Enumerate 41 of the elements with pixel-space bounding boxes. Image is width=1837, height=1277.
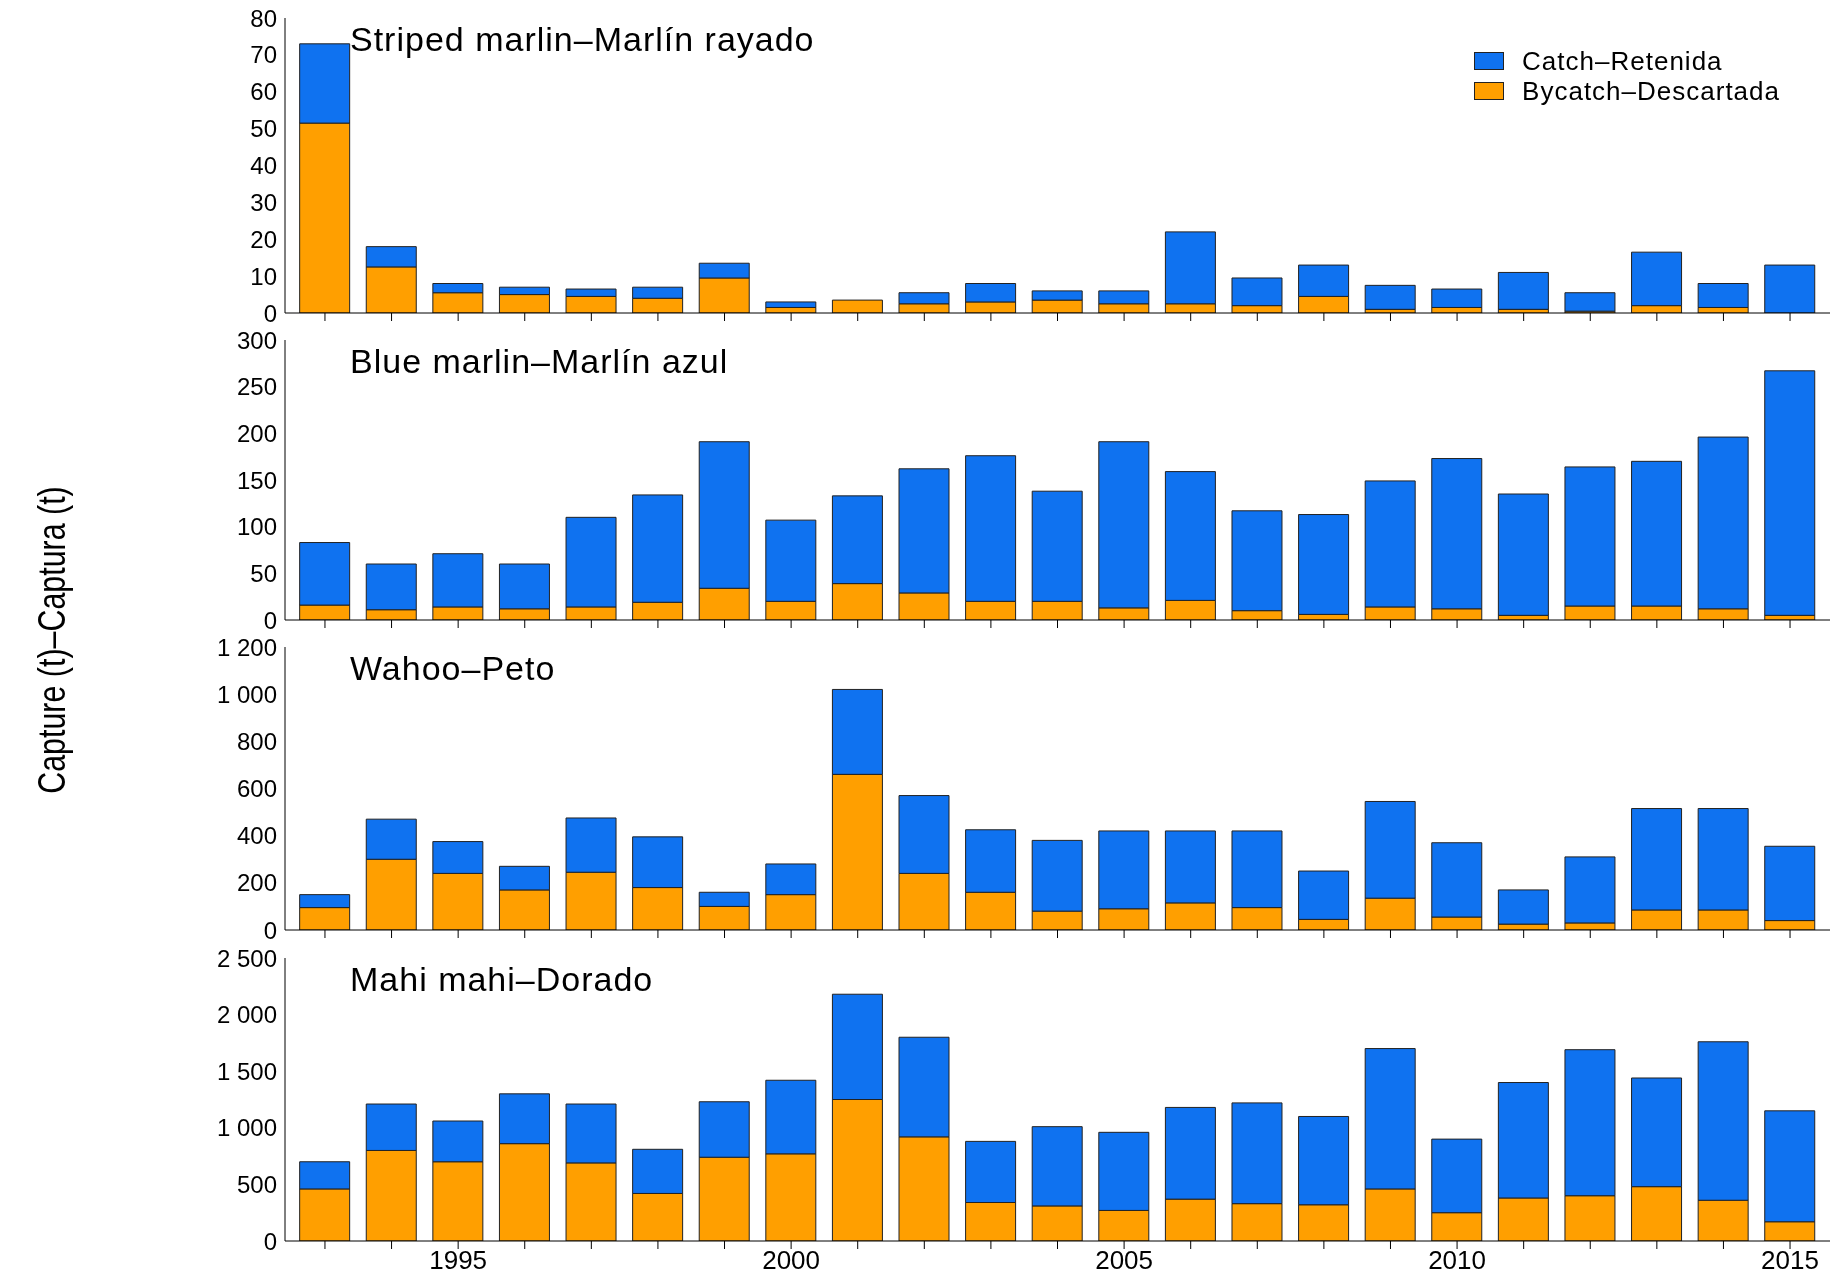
y-tick-label: 2 500: [216, 944, 277, 972]
legend-label: Bycatch–Descartada: [1522, 75, 1780, 107]
x-tick-label: 2010: [1428, 1245, 1486, 1276]
y-tick-label: 30: [250, 188, 277, 216]
y-tick-label: 600: [236, 775, 277, 803]
y-tick-label: 300: [236, 326, 277, 354]
y-tick-label: 2 000: [216, 1001, 277, 1029]
y-tick-label: 20: [250, 225, 277, 253]
x-tick-label: 1995: [429, 1245, 488, 1276]
y-tick-label: 250: [236, 373, 277, 401]
y-tick-label: 150: [236, 466, 277, 494]
y-tick-label: 400: [236, 822, 277, 850]
y-tick-label: 0: [263, 916, 277, 944]
y-tick-label: 1 000: [216, 1114, 277, 1142]
y-tick-label: 80: [250, 4, 277, 32]
y-tick-label: 40: [250, 152, 277, 180]
y-tick-label: 1 000: [216, 680, 277, 708]
y-tick-label: 200: [236, 869, 277, 897]
y-tick-label: 100: [236, 513, 277, 541]
y-tick-label: 800: [236, 727, 277, 755]
legend-label: Catch–Retenida: [1522, 45, 1723, 77]
y-tick-label: 1 500: [216, 1057, 277, 1085]
chart-title: Wahoo–Peto: [350, 649, 556, 688]
y-tick-label: 0: [263, 606, 277, 634]
y-tick-label: 50: [250, 559, 277, 587]
y-tick-label: 10: [250, 262, 277, 290]
y-tick-label: 200: [236, 419, 277, 447]
chart-title: Blue marlin–Marlín azul: [350, 342, 729, 381]
y-tick-label: 0: [263, 1227, 277, 1255]
chart-title: Striped marlin–Marlín rayado: [350, 20, 815, 59]
y-tick-label: 500: [236, 1170, 277, 1198]
x-tick-label: 2000: [762, 1245, 821, 1276]
y-tick-label: 50: [250, 115, 277, 143]
x-tick-label: 2015: [1761, 1245, 1819, 1276]
y-tick-label: 60: [250, 78, 277, 106]
y-tick-label: 0: [263, 299, 277, 327]
chart-title: Mahi mahi–Dorado: [350, 960, 654, 999]
y-tick-label: 70: [250, 41, 277, 69]
x-tick-label: 2005: [1095, 1245, 1154, 1276]
y-tick-label: 1 200: [216, 633, 277, 661]
y-axis-title: Capture (t)–Captura (t): [30, 486, 74, 794]
